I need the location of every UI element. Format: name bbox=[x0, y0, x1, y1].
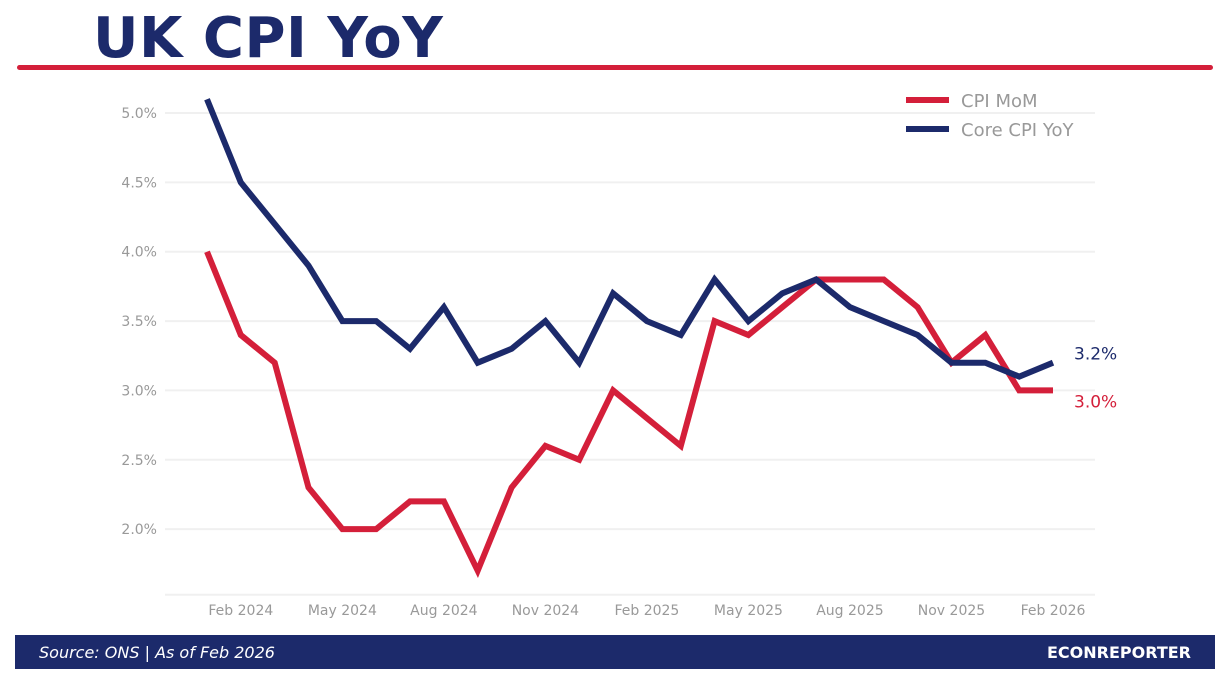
end-value-label: 3.2% bbox=[1074, 345, 1117, 365]
series-line-core-cpi-yoy bbox=[204, 98, 1055, 380]
x-tick-label: Aug 2025 bbox=[816, 603, 883, 619]
y-tick-label: 4.0% bbox=[121, 245, 157, 261]
x-tick-label: Aug 2024 bbox=[410, 603, 478, 619]
x-tick-label: Feb 2025 bbox=[614, 603, 679, 619]
x-tick-label: May 2025 bbox=[714, 603, 783, 619]
title-divider bbox=[17, 65, 1213, 70]
y-tick-label: 4.5% bbox=[121, 175, 157, 191]
y-tick-label: 5.0% bbox=[121, 106, 157, 122]
end-value-label: 3.0% bbox=[1074, 392, 1117, 412]
x-tick-label: Nov 2024 bbox=[512, 603, 579, 619]
y-tick-label: 2.0% bbox=[121, 522, 157, 538]
x-tick-label: Nov 2025 bbox=[918, 603, 985, 619]
y-tick-label: 2.5% bbox=[121, 453, 157, 469]
y-tick-label: 3.0% bbox=[121, 383, 157, 399]
x-tick-label: May 2024 bbox=[308, 603, 377, 619]
footer-bar: Source: ONS | As of Feb 2026 ECONREPORTE… bbox=[15, 635, 1215, 669]
legend-label: CPI MoM bbox=[961, 91, 1038, 112]
chart-title: UK CPI YoY bbox=[93, 6, 444, 71]
y-tick-label: 3.5% bbox=[121, 314, 157, 330]
x-tick-label: Feb 2026 bbox=[1021, 603, 1086, 619]
brand-logo: ECONREPORTER bbox=[1046, 643, 1191, 662]
x-tick-label: Feb 2024 bbox=[208, 603, 273, 619]
legend-label: Core CPI YoY bbox=[961, 120, 1074, 141]
series-line-cpi-mom bbox=[204, 250, 1053, 579]
source-note: Source: ONS | As of Feb 2026 bbox=[39, 643, 275, 662]
